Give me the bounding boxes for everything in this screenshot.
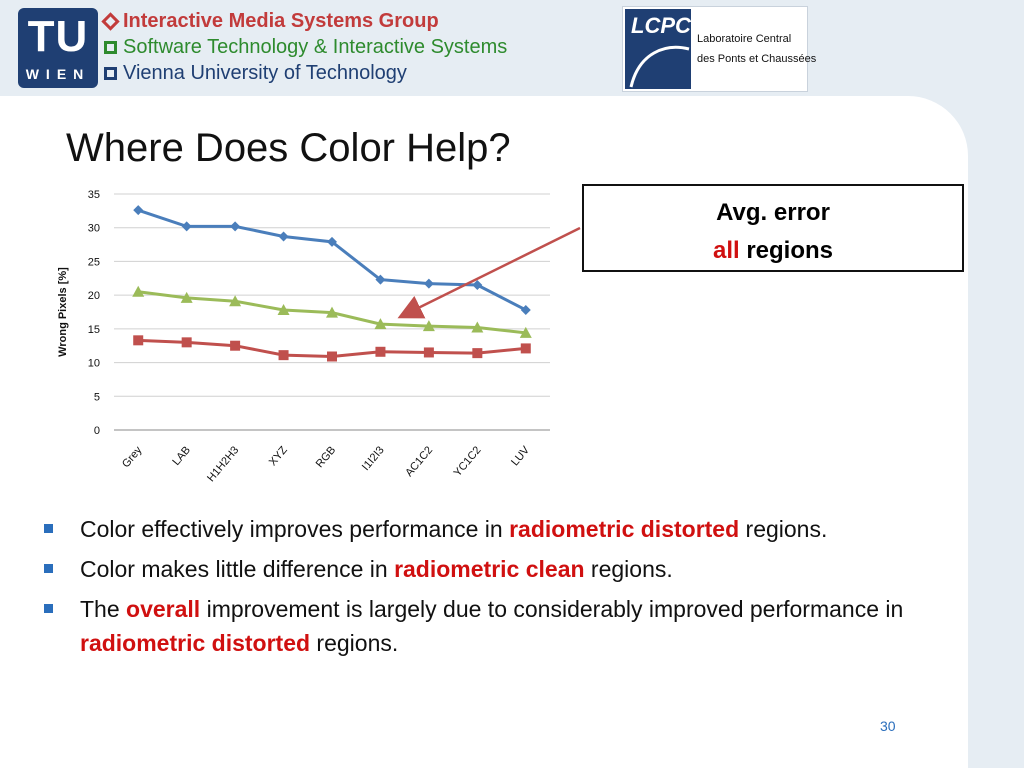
- group-line-3-text: Vienna University of Technology: [123, 62, 407, 84]
- group-affiliation: Interactive Media Systems Group Software…: [101, 8, 507, 86]
- data-point: [230, 221, 241, 232]
- bullet-item: Color makes little difference in radiome…: [44, 552, 924, 586]
- y-tick-label: 25: [88, 256, 100, 268]
- page-number: 30: [880, 718, 896, 734]
- header-banner: TU WIEN Interactive Media Systems Group …: [0, 0, 1024, 96]
- lcpc-emblem: LCPC: [625, 9, 691, 89]
- square-icon: [104, 66, 117, 80]
- slide-title: Where Does Color Help?: [66, 126, 511, 170]
- data-point: [278, 231, 289, 242]
- data-point: [181, 337, 192, 348]
- bullet-item: The overall improvement is largely due t…: [44, 592, 924, 660]
- bullet-text: regions.: [739, 516, 828, 542]
- data-point: [180, 291, 193, 303]
- bullet-text: The: [80, 596, 127, 622]
- y-tick-label: 10: [88, 358, 100, 370]
- bullet-list: Color effectively improves performance i…: [44, 512, 924, 666]
- data-point: [278, 350, 289, 361]
- y-tick-label: 5: [94, 391, 100, 403]
- data-point: [374, 318, 387, 330]
- y-tick-label: 0: [94, 425, 100, 437]
- group-line-3: Vienna University of Technology: [104, 60, 507, 86]
- callout-box: Avg. error all regions: [582, 184, 964, 272]
- group-line-2-text: Software Technology & Interactive System…: [123, 36, 508, 58]
- tu-logo-subtext: WIEN: [25, 66, 91, 82]
- bullet-emphasis: overall: [126, 596, 201, 622]
- bullet-emphasis: radiometric distorted: [80, 630, 311, 656]
- bullet-square-icon: [44, 564, 53, 573]
- bullet-item: Color effectively improves performance i…: [44, 512, 924, 546]
- data-point: [520, 304, 531, 315]
- bullet-text: regions.: [310, 630, 399, 656]
- x-tick-label: XYZ: [267, 444, 290, 468]
- bullet-emphasis: radiometric distorted: [509, 516, 740, 542]
- bullet-text: Color makes little difference in: [80, 556, 395, 582]
- x-tick-label: RGB: [314, 444, 339, 470]
- data-point: [132, 285, 145, 297]
- diamond-icon: [101, 11, 120, 31]
- bullet-emphasis: radiometric clean: [394, 556, 585, 582]
- x-tick-label: I1I2I3: [360, 444, 387, 473]
- data-point: [471, 321, 484, 333]
- y-axis-label: Wrong Pixels [%]: [57, 267, 69, 357]
- x-tick-label: YC1C2: [452, 444, 484, 479]
- group-line-1-text: Interactive Media Systems Group: [123, 10, 439, 32]
- y-tick-label: 35: [88, 189, 100, 201]
- data-point: [327, 236, 337, 247]
- bullet-square-icon: [44, 524, 53, 533]
- callout-emphasis: all: [712, 237, 740, 264]
- x-tick-label: H1H2H3: [205, 444, 241, 484]
- data-point: [133, 335, 144, 346]
- data-point: [277, 303, 290, 315]
- arc-icon: [629, 45, 690, 88]
- data-point: [375, 346, 386, 357]
- lcpc-logo: LCPC Laboratoire Central des Ponts et Ch…: [622, 6, 816, 92]
- callout-line-1: Avg. error: [716, 199, 830, 226]
- tu-wien-logo: TU WIEN: [18, 8, 98, 88]
- data-point: [133, 205, 144, 216]
- lcpc-line-2: des Ponts et Chaussées: [697, 53, 817, 65]
- x-tick-label: Grey: [120, 444, 145, 470]
- lcpc-name: LCPC: [631, 13, 691, 38]
- lcpc-line-1: Laboratoire Central: [697, 33, 792, 45]
- bullet-square-icon: [44, 604, 53, 613]
- data-point: [327, 351, 337, 362]
- bullet-text: Color effectively improves performance i…: [80, 516, 510, 542]
- data-point: [375, 274, 386, 285]
- data-point: [423, 278, 434, 289]
- data-point: [230, 340, 241, 351]
- group-line-1: Interactive Media Systems Group: [101, 8, 507, 34]
- y-tick-label: 30: [88, 223, 100, 235]
- x-tick-label: LAB: [170, 444, 193, 468]
- data-point: [423, 347, 434, 358]
- data-point: [422, 320, 435, 332]
- data-point: [472, 280, 483, 291]
- callout-line-2: all regions: [584, 232, 962, 270]
- square-icon: [104, 40, 117, 54]
- group-line-2: Software Technology & Interactive System…: [104, 34, 507, 60]
- x-tick-label: AC1C2: [403, 444, 435, 479]
- data-point: [520, 343, 531, 354]
- y-tick-label: 15: [88, 324, 100, 336]
- data-point: [326, 306, 338, 318]
- data-point: [229, 295, 242, 307]
- y-tick-label: 20: [88, 290, 100, 302]
- bullet-text: regions.: [584, 556, 673, 582]
- bullet-text: improvement is largely due to considerab…: [200, 596, 904, 622]
- data-point: [181, 221, 192, 232]
- x-tick-label: LUV: [509, 444, 532, 469]
- tu-logo-text: TU: [27, 12, 89, 61]
- data-point: [519, 326, 532, 338]
- error-line-chart: 0 5 10 15 20 25 30 35 Wrong Pixels [%] Grey LAB H1H…: [57, 189, 550, 484]
- callout-rest: regions: [739, 237, 834, 264]
- data-point: [472, 348, 483, 359]
